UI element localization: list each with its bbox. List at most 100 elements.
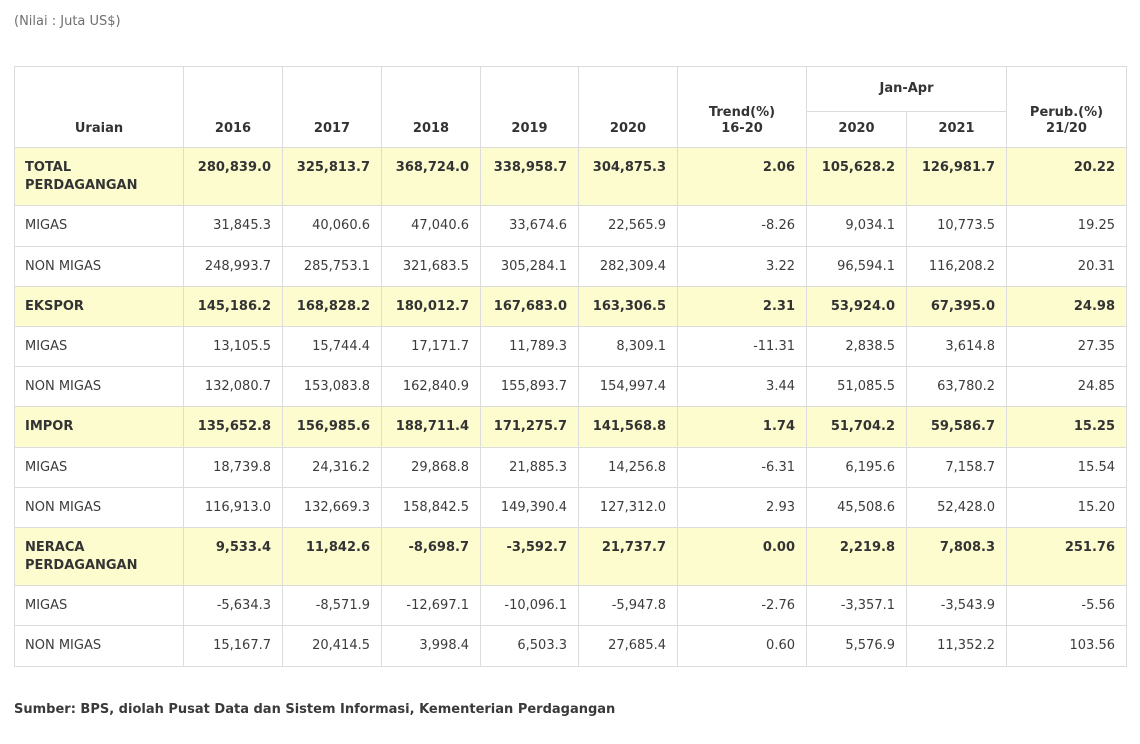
cell-perub: 15.54 [1006, 446, 1128, 488]
cell-janapr-2021: 7,158.7 [905, 446, 1008, 488]
cell-janapr-2021: 10,773.5 [905, 205, 1008, 247]
cell-janapr-2020: 53,924.0 [806, 285, 907, 327]
cell-2019: 11,789.3 [480, 325, 579, 368]
cell-2016: 248,993.7 [183, 245, 283, 287]
col-header-trend: Trend(%) 16-20 [677, 66, 807, 148]
table-row: MIGAS 13,105.5 15,744.4 17,171.7 11,789.… [14, 325, 1128, 368]
row-label: TOTAL PERDAGANGAN [14, 146, 184, 207]
cell-2017: 168,828.2 [282, 285, 382, 327]
cell-perub: 103.56 [1006, 625, 1128, 667]
table-row: EKSPOR 145,186.2 168,828.2 180,012.7 167… [14, 285, 1128, 327]
cell-2017: 153,083.8 [282, 366, 382, 408]
cell-2019: -10,096.1 [480, 585, 579, 627]
cell-janapr-2020: 45,508.6 [806, 486, 907, 528]
table-row: NON MIGAS 132,080.7 153,083.8 162,840.9 … [14, 366, 1128, 408]
cell-2018: 17,171.7 [381, 325, 481, 368]
col-header-uraian: Uraian [14, 66, 184, 148]
cell-2018: 188,711.4 [381, 406, 481, 448]
cell-2017: 156,985.6 [282, 406, 382, 448]
cell-janapr-2021: 59,586.7 [905, 406, 1008, 448]
row-label: EKSPOR [14, 285, 184, 327]
cell-perub: -5.56 [1006, 585, 1128, 627]
cell-2016: 116,913.0 [183, 486, 283, 528]
cell-2020: -5,947.8 [578, 585, 678, 627]
cell-2019: 149,390.4 [480, 486, 579, 528]
cell-janapr-2020: 2,838.5 [806, 325, 907, 368]
cell-2017: 132,669.3 [282, 486, 382, 528]
table-row: MIGAS -5,634.3 -8,571.9 -12,697.1 -10,09… [14, 585, 1128, 627]
table-row: NON MIGAS 248,993.7 285,753.1 321,683.5 … [14, 245, 1128, 287]
cell-perub: 24.85 [1006, 366, 1128, 408]
cell-2019: 33,674.6 [480, 205, 579, 247]
table-row: NERACA PERDAGANGAN 9,533.4 11,842.6 -8,6… [14, 526, 1128, 587]
cell-2017: 285,753.1 [282, 245, 382, 287]
cell-janapr-2020: 96,594.1 [806, 245, 907, 287]
perub-label-line2: 21/20 [1046, 120, 1087, 136]
cell-trend: 0.00 [677, 526, 807, 587]
table-body: TOTAL PERDAGANGAN 280,839.0 325,813.7 36… [14, 146, 1128, 667]
cell-2018: 368,724.0 [381, 146, 481, 207]
cell-janapr-2020: 5,576.9 [806, 625, 907, 667]
cell-trend: -6.31 [677, 446, 807, 488]
col-header-perub: Perub.(%) 21/20 [1006, 66, 1128, 148]
cell-trend: 3.44 [677, 366, 807, 408]
table-row: TOTAL PERDAGANGAN 280,839.0 325,813.7 36… [14, 146, 1128, 207]
cell-janapr-2020: 51,704.2 [806, 406, 907, 448]
cell-2017: 40,060.6 [282, 205, 382, 247]
cell-janapr-2021: 67,395.0 [905, 285, 1008, 327]
cell-2019: 305,284.1 [480, 245, 579, 287]
cell-2020: 141,568.8 [578, 406, 678, 448]
trend-label-line2: 16-20 [721, 120, 763, 136]
cell-2019: 167,683.0 [480, 285, 579, 327]
cell-trend: 2.31 [677, 285, 807, 327]
cell-trend: 0.60 [677, 625, 807, 667]
cell-2018: 162,840.9 [381, 366, 481, 408]
cell-perub: 20.22 [1006, 146, 1128, 207]
col-header-2017: 2017 [282, 66, 382, 148]
cell-trend: -11.31 [677, 325, 807, 368]
table-row: NON MIGAS 15,167.7 20,414.5 3,998.4 6,50… [14, 625, 1128, 667]
trade-data-table: Uraian 2016 2017 2018 2019 2020 Trend(%)… [14, 66, 1128, 667]
cell-2020: 14,256.8 [578, 446, 678, 488]
col-header-2016: 2016 [183, 66, 283, 148]
cell-2019: 338,958.7 [480, 146, 579, 207]
cell-janapr-2020: -3,357.1 [806, 585, 907, 627]
cell-janapr-2021: 116,208.2 [905, 245, 1008, 287]
cell-2016: 15,167.7 [183, 625, 283, 667]
table-header: Uraian 2016 2017 2018 2019 2020 Trend(%)… [14, 66, 1128, 148]
row-label: NON MIGAS [14, 625, 184, 667]
cell-2018: 321,683.5 [381, 245, 481, 287]
row-label: MIGAS [14, 325, 184, 368]
cell-2020: 8,309.1 [578, 325, 678, 368]
cell-janapr-2021: 52,428.0 [905, 486, 1008, 528]
cell-2019: 21,885.3 [480, 446, 579, 488]
col-header-janapr-2021: 2021 [905, 111, 1008, 148]
source-note: Sumber: BPS, diolah Pusat Data dan Siste… [14, 701, 616, 717]
cell-janapr-2021: 7,808.3 [905, 526, 1008, 587]
cell-2016: 280,839.0 [183, 146, 283, 207]
cell-2016: 145,186.2 [183, 285, 283, 327]
cell-2019: -3,592.7 [480, 526, 579, 587]
cell-trend: 3.22 [677, 245, 807, 287]
table-row: NON MIGAS 116,913.0 132,669.3 158,842.5 … [14, 486, 1128, 528]
cell-2016: 9,533.4 [183, 526, 283, 587]
cell-janapr-2021: 126,981.7 [905, 146, 1008, 207]
cell-2016: 132,080.7 [183, 366, 283, 408]
row-label: MIGAS [14, 205, 184, 247]
cell-trend: 1.74 [677, 406, 807, 448]
cell-2017: 24,316.2 [282, 446, 382, 488]
cell-2019: 171,275.7 [480, 406, 579, 448]
row-label: MIGAS [14, 446, 184, 488]
cell-janapr-2020: 105,628.2 [806, 146, 907, 207]
cell-janapr-2020: 2,219.8 [806, 526, 907, 587]
cell-trend: 2.93 [677, 486, 807, 528]
cell-janapr-2021: 63,780.2 [905, 366, 1008, 408]
row-label: NON MIGAS [14, 245, 184, 287]
table-row: MIGAS 18,739.8 24,316.2 29,868.8 21,885.… [14, 446, 1128, 488]
col-header-janapr-2020: 2020 [806, 111, 907, 148]
cell-janapr-2020: 6,195.6 [806, 446, 907, 488]
unit-note: (Nilai : Juta US$) [14, 14, 121, 29]
cell-2016: 13,105.5 [183, 325, 283, 368]
cell-perub: 20.31 [1006, 245, 1128, 287]
cell-2017: 20,414.5 [282, 625, 382, 667]
